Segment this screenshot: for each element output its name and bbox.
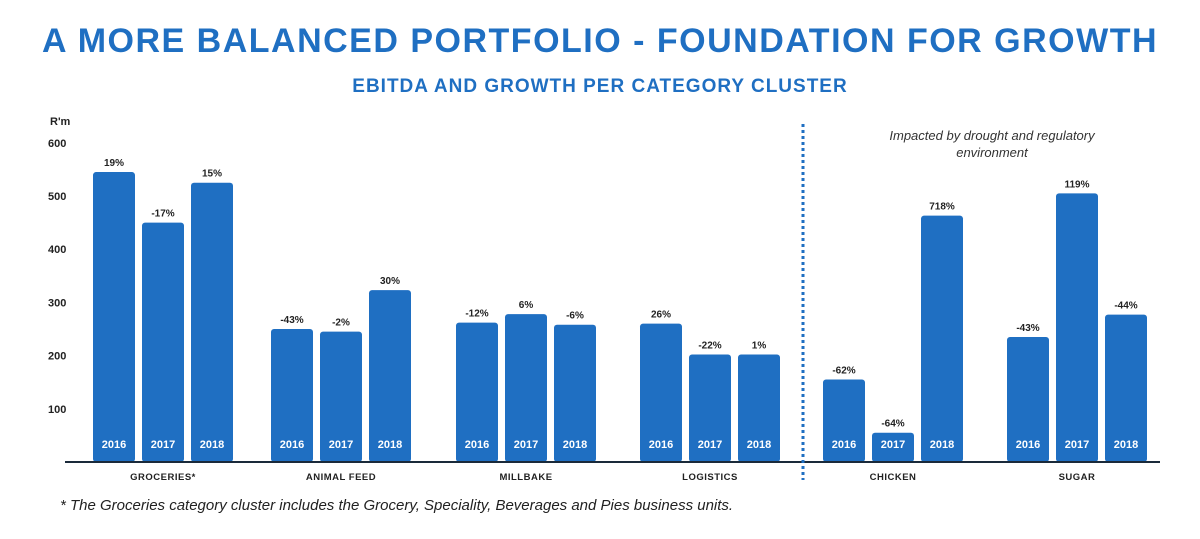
growth-label: 30% xyxy=(380,276,400,287)
growth-label: 6% xyxy=(519,300,534,311)
bar xyxy=(320,331,362,462)
year-label: 2017 xyxy=(1065,439,1089,451)
growth-label: 718% xyxy=(929,202,955,213)
growth-label: -6% xyxy=(566,311,584,322)
growth-label: -62% xyxy=(832,366,855,377)
bar xyxy=(689,354,731,462)
bar xyxy=(505,314,547,462)
category-label: CHICKEN xyxy=(870,472,917,483)
growth-label: 1% xyxy=(752,341,767,352)
bar xyxy=(640,323,682,462)
growth-label: -44% xyxy=(1114,301,1137,312)
annotation-text: Impacted by drought and regulatory xyxy=(889,128,1096,143)
bar xyxy=(554,324,596,462)
y-tick-label: 600 xyxy=(48,138,66,150)
y-tick-label: 400 xyxy=(48,244,66,256)
chart-title: A MORE BALANCED PORTFOLIO - FOUNDATION F… xyxy=(41,22,1159,60)
footnote: * The Groceries category cluster include… xyxy=(60,497,734,514)
y-tick-label: 300 xyxy=(48,297,66,309)
year-label: 2018 xyxy=(930,439,954,451)
category-label: GROCERIES* xyxy=(130,472,196,483)
bar xyxy=(872,432,914,462)
y-tick-label: 500 xyxy=(48,191,66,203)
bar xyxy=(1007,336,1049,462)
growth-label: 15% xyxy=(202,169,222,180)
year-label: 2018 xyxy=(200,439,224,451)
year-label: 2018 xyxy=(378,439,402,451)
category-label: SUGAR xyxy=(1059,472,1096,483)
year-label: 2017 xyxy=(698,439,722,451)
bar xyxy=(142,222,184,462)
chart-subtitle: EBITDA AND GROWTH PER CATEGORY CLUSTER xyxy=(352,76,848,97)
year-label: 2018 xyxy=(563,439,587,451)
year-label: 2017 xyxy=(514,439,538,451)
year-label: 2017 xyxy=(881,439,905,451)
bar xyxy=(738,354,780,462)
bar xyxy=(1105,314,1147,462)
bar xyxy=(823,379,865,462)
y-axis-unit-label: R'm xyxy=(50,116,71,128)
year-label: 2016 xyxy=(280,439,304,451)
bar xyxy=(921,215,963,462)
year-label: 2017 xyxy=(329,439,353,451)
year-label: 2016 xyxy=(832,439,856,451)
year-label: 2018 xyxy=(1114,439,1138,451)
growth-label: -64% xyxy=(881,419,904,430)
bar xyxy=(1056,193,1098,462)
y-tick-label: 200 xyxy=(48,351,66,363)
growth-label: 19% xyxy=(104,158,124,169)
y-tick-label: 100 xyxy=(48,404,66,416)
year-label: 2016 xyxy=(649,439,673,451)
bar xyxy=(369,290,411,462)
bar xyxy=(456,322,498,462)
year-label: 2018 xyxy=(747,439,771,451)
category-label: MILLBAKE xyxy=(499,472,552,483)
category-label: LOGISTICS xyxy=(682,472,738,483)
year-label: 2016 xyxy=(102,439,126,451)
bar xyxy=(93,172,135,462)
growth-label: 26% xyxy=(651,310,671,321)
year-label: 2017 xyxy=(151,439,175,451)
growth-label: -2% xyxy=(332,318,350,329)
growth-label: -43% xyxy=(280,315,303,326)
category-label: ANIMAL FEED xyxy=(306,472,376,483)
growth-label: -12% xyxy=(465,309,488,320)
year-label: 2016 xyxy=(465,439,489,451)
growth-label: -43% xyxy=(1016,323,1039,334)
bar xyxy=(271,329,313,462)
growth-label: -17% xyxy=(151,209,174,220)
bar xyxy=(191,182,233,462)
growth-label: -22% xyxy=(698,341,721,352)
annotation-text: environment xyxy=(956,145,1029,160)
year-label: 2016 xyxy=(1016,439,1040,451)
growth-label: 119% xyxy=(1064,179,1089,190)
